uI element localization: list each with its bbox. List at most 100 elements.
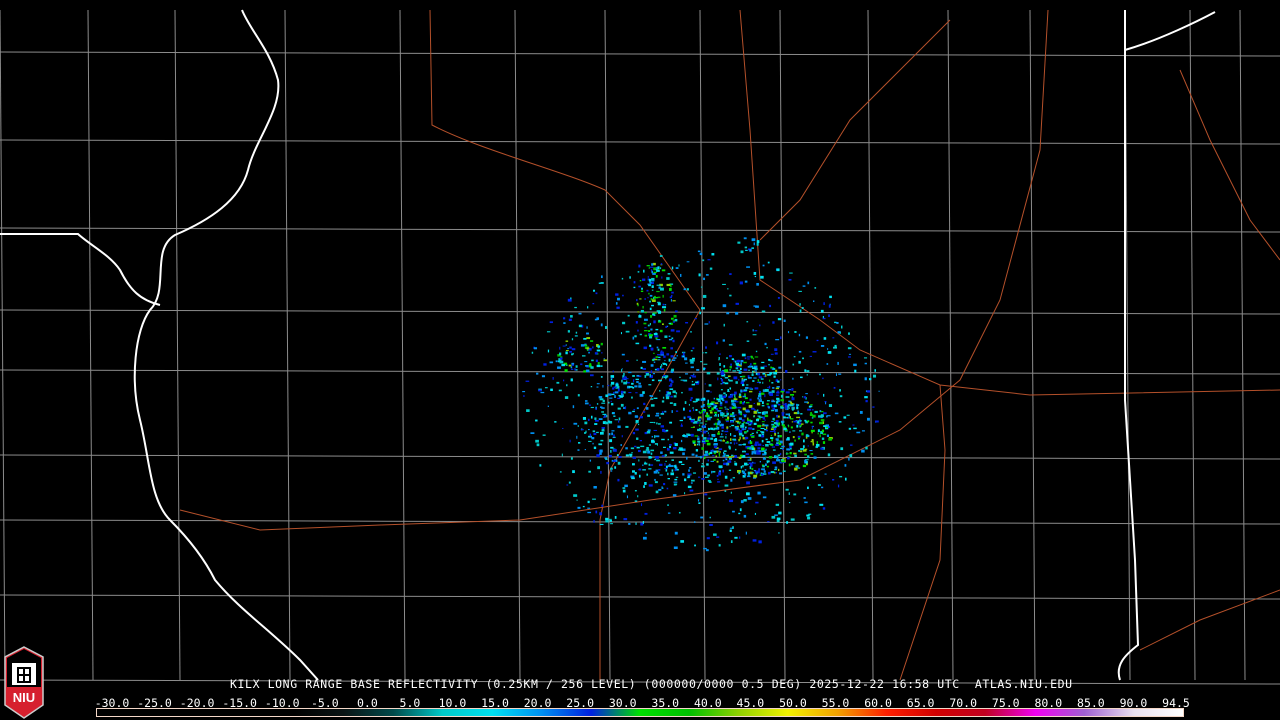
echo-pixel xyxy=(544,387,548,389)
echo-pixel xyxy=(729,294,732,297)
echo-pixel xyxy=(741,383,745,387)
echo-pixel xyxy=(659,329,663,333)
echo-pixel xyxy=(709,409,712,412)
echo-pixel xyxy=(734,448,737,451)
echo-pixel xyxy=(653,397,658,399)
echo-pixel xyxy=(610,450,612,453)
echo-pixel xyxy=(596,364,601,368)
echo-pixel xyxy=(773,429,776,432)
echo-pixel xyxy=(646,430,651,434)
echo-pixel xyxy=(775,369,778,373)
echo-pixel xyxy=(620,403,624,407)
state-borders xyxy=(0,9,1216,681)
echo-pixel xyxy=(750,355,753,358)
echo-pixel xyxy=(676,468,679,471)
echo-pixel xyxy=(773,471,776,474)
echo-pixel xyxy=(826,415,828,418)
echo-pixel xyxy=(595,406,597,410)
echo-pixel xyxy=(692,375,697,378)
echo-pixel xyxy=(696,443,699,446)
echo-pixel xyxy=(747,419,751,422)
echo-pixel xyxy=(594,318,598,321)
echo-pixel xyxy=(690,419,694,423)
echo-pixel xyxy=(722,469,724,473)
echo-pixel xyxy=(729,527,733,529)
echo-pixel xyxy=(698,442,700,445)
echo-pixel xyxy=(776,459,780,462)
echo-pixel xyxy=(704,453,708,457)
echo-pixel xyxy=(587,507,591,509)
echo-pixel xyxy=(684,373,689,375)
echo-pixel xyxy=(690,362,694,364)
echo-pixel xyxy=(739,436,741,440)
echo-pixel xyxy=(713,406,717,409)
echo-pixel xyxy=(554,421,557,423)
echo-pixel xyxy=(648,468,652,470)
echo-pixel xyxy=(722,370,726,372)
echo-pixel xyxy=(611,432,614,436)
echo-pixel xyxy=(819,434,821,438)
echo-pixel xyxy=(713,533,717,536)
echo-pixel xyxy=(792,436,795,439)
echo-pixel xyxy=(768,385,771,389)
echo-pixel xyxy=(753,410,757,414)
echo-pixel xyxy=(724,369,729,373)
echo-pixel xyxy=(648,334,653,337)
echo-pixel xyxy=(796,404,800,406)
echo-pixel xyxy=(719,451,721,453)
echo-pixel xyxy=(808,405,812,408)
echo-pixel xyxy=(718,448,723,451)
echo-pixel xyxy=(672,371,674,374)
echo-pixel xyxy=(718,452,721,455)
echo-pixel xyxy=(649,294,653,297)
echo-pixel xyxy=(663,363,666,365)
echo-pixel xyxy=(762,457,766,460)
echo-pixel xyxy=(741,379,746,382)
echo-pixel xyxy=(530,432,535,434)
echo-pixel xyxy=(696,368,700,371)
echo-pixel xyxy=(673,403,677,406)
echo-pixel xyxy=(790,442,794,446)
echo-pixel xyxy=(656,290,660,293)
echo-pixel xyxy=(596,403,599,405)
echo-pixel xyxy=(641,287,643,290)
echo-pixel xyxy=(565,344,567,346)
echo-pixel xyxy=(592,289,596,292)
echo-pixel xyxy=(582,355,586,357)
echo-pixel xyxy=(743,401,745,403)
echo-pixel xyxy=(666,325,669,328)
echo-pixel xyxy=(614,516,617,519)
echo-pixel xyxy=(872,406,875,408)
echo-pixel xyxy=(747,358,750,360)
echo-pixel xyxy=(777,454,781,457)
echo-pixel xyxy=(718,396,722,399)
echo-pixel xyxy=(776,268,780,272)
echo-pixel xyxy=(721,433,723,436)
echo-pixel xyxy=(713,427,718,430)
echo-pixel xyxy=(799,450,803,453)
echo-pixel xyxy=(673,546,678,549)
echo-pixel xyxy=(574,368,576,371)
echo-pixel xyxy=(772,407,776,410)
echo-pixel xyxy=(575,331,578,334)
echo-pixel xyxy=(822,377,824,380)
echo-pixel xyxy=(754,356,759,358)
echo-pixel xyxy=(751,407,755,410)
echo-pixel xyxy=(778,442,782,446)
echo-pixel xyxy=(777,434,780,438)
echo-pixel xyxy=(644,298,646,300)
echo-pixel xyxy=(747,441,750,444)
echo-pixel xyxy=(617,388,620,392)
echo-pixel xyxy=(610,400,612,403)
echo-pixel xyxy=(772,461,776,464)
echo-pixel xyxy=(837,484,840,488)
echo-pixel xyxy=(766,346,768,349)
echo-pixel xyxy=(674,469,677,472)
echo-pixel xyxy=(706,417,711,421)
echo-pixel xyxy=(651,299,656,302)
echo-pixel xyxy=(760,427,765,430)
echo-pixel xyxy=(820,431,824,434)
legend-tick: 60.0 xyxy=(864,696,892,710)
echo-pixel xyxy=(623,518,628,521)
